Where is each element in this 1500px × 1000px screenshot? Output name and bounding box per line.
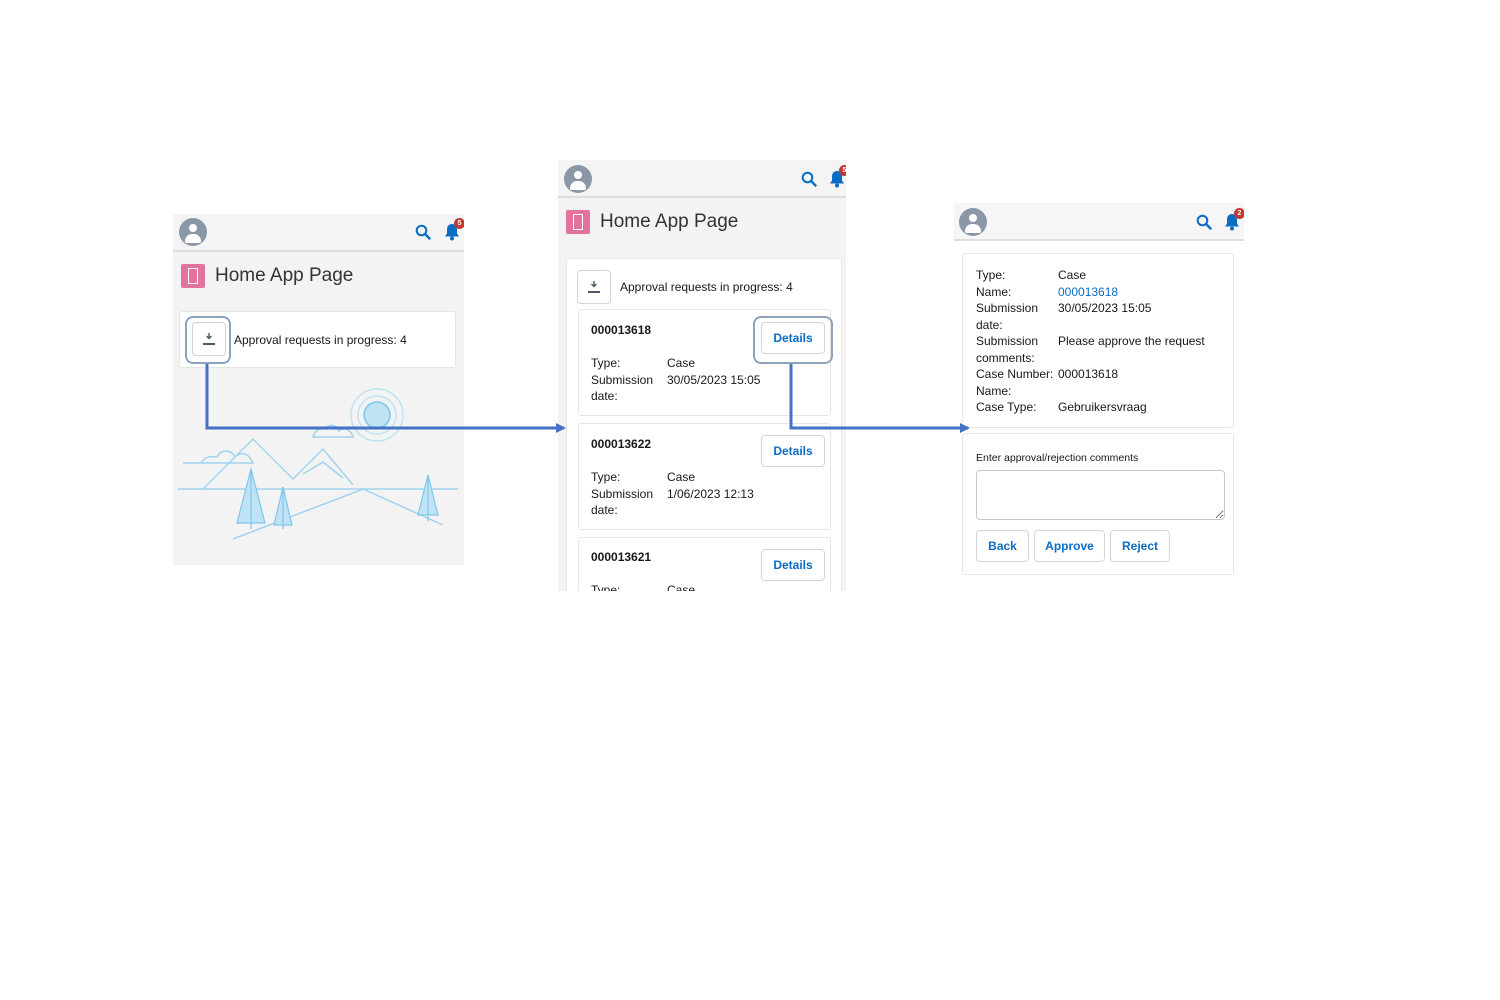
type-label: Type: (591, 470, 621, 484)
approvals-button[interactable] (577, 270, 611, 304)
avatar[interactable] (564, 165, 592, 193)
top-bar: 5 (558, 160, 846, 198)
app-header: Home App Page (558, 198, 846, 246)
date-label-cont: date: (591, 503, 618, 517)
notification-badge: 5 (839, 165, 846, 176)
screen-request-details: 2 Type: Case Name: 000013618 Submission … (954, 203, 1244, 583)
approve-button[interactable]: Approve (1034, 530, 1105, 562)
page-title: Home App Page (600, 211, 739, 232)
avatar[interactable] (959, 208, 987, 236)
date-label: Submission (591, 487, 654, 501)
bell-icon[interactable]: 2 (1223, 208, 1244, 232)
approvals-text: Approval requests in progress: 4 (620, 280, 793, 294)
screen-approvals: 5 Home App Page Approval requests in pro… (558, 160, 846, 591)
request-id: 000013622 (591, 437, 652, 451)
page-title: Home App Page (215, 265, 354, 286)
download-icon (591, 281, 597, 288)
field-value-type: Case (1058, 268, 1087, 282)
connector-arrow (789, 364, 970, 433)
field-label-case-type: Case Type: (976, 400, 1037, 414)
details-button-highlight (753, 316, 833, 364)
bell-icon[interactable]: 5 (828, 165, 846, 189)
download-icon (206, 333, 212, 340)
app-header: Home App Page (173, 252, 464, 300)
field-value-case-number: 000013618 (1058, 367, 1119, 381)
details-button[interactable]: Details (761, 549, 825, 581)
approvals-list-card: Approval requests in progress: 4 0000136… (566, 258, 842, 591)
screen-home: 5 Home App Page Approval requests in pro… (173, 214, 464, 565)
connector-arrow (205, 364, 566, 433)
back-button[interactable]: Back (976, 530, 1029, 562)
type-label: Type: (591, 356, 621, 370)
field-label-submission-comments: Submission comments: (976, 334, 1039, 365)
type-value: Case (667, 356, 696, 370)
search-icon[interactable] (415, 224, 431, 240)
approvals-button-highlight (185, 316, 231, 364)
notification-badge: 5 (454, 218, 464, 229)
request-id: 000013618 (591, 323, 652, 337)
field-label-case-number: Case Number: Name: (976, 367, 1054, 398)
approvals-button[interactable] (192, 322, 226, 356)
request-id: 000013621 (591, 550, 652, 564)
top-bar: 2 (954, 203, 1244, 241)
notification-badge: 2 (1234, 208, 1244, 219)
type-value: Case (667, 583, 696, 591)
date-label-cont: date: (591, 389, 618, 403)
comments-textarea[interactable] (976, 470, 1225, 520)
building-icon (181, 264, 205, 288)
field-label-name: Name: (976, 284, 1012, 299)
field-value-name-link[interactable]: 000013618 (1058, 284, 1119, 299)
field-value-submission-comments: Please approve the request (1058, 334, 1205, 348)
search-icon[interactable] (1196, 214, 1212, 230)
date-label: Submission (591, 373, 654, 387)
field-label-type: Type: (976, 268, 1006, 282)
field-value-case-type: Gebruikersvraag (1058, 400, 1147, 414)
approval-form-card: Enter approval/rejection comments Back A… (962, 433, 1234, 575)
request-item: 000013621 Type: Case Details (578, 537, 831, 591)
top-bar: 5 (173, 214, 464, 252)
details-button[interactable]: Details (761, 435, 825, 467)
field-label-submission-date: Submission date: (976, 301, 1039, 332)
field-value-submission-date: 30/05/2023 15:05 (1058, 301, 1152, 315)
avatar[interactable] (179, 218, 207, 246)
date-value: 30/05/2023 15:05 (667, 373, 761, 387)
details-button[interactable]: Details (761, 322, 825, 354)
reject-button[interactable]: Reject (1110, 530, 1170, 562)
type-value: Case (667, 470, 696, 484)
request-details-card: Type: Case Name: 000013618 Submission da… (962, 253, 1234, 428)
type-label: Type: (591, 583, 621, 591)
building-icon (566, 210, 590, 234)
date-value: 1/06/2023 12:13 (667, 487, 754, 501)
approvals-text: Approval requests in progress: 4 (234, 333, 407, 347)
bell-icon[interactable]: 5 (443, 218, 464, 242)
search-icon[interactable] (801, 171, 817, 187)
comments-label: Enter approval/rejection comments (976, 452, 1139, 464)
request-item: 000013622 Type: Case Submission date: 1/… (578, 423, 831, 530)
